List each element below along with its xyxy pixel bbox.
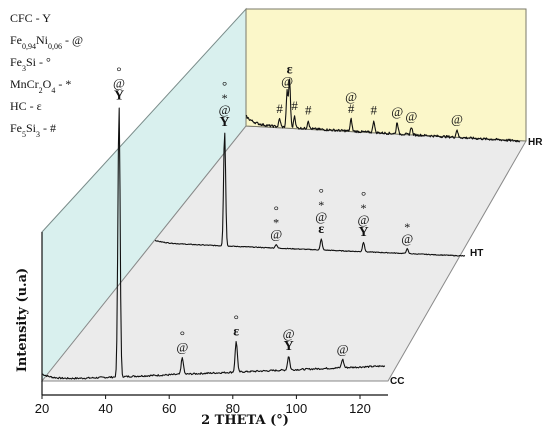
peak-marker: Y: [220, 115, 230, 130]
peak-marker: ε: [318, 222, 324, 237]
legend-text: 3: [22, 64, 26, 73]
legend-text: Fe: [10, 33, 22, 47]
series-label-hr: HR: [528, 137, 543, 148]
series-label-cc: CC: [390, 376, 404, 387]
peak-marker: #: [276, 101, 283, 116]
peak-marker: #: [371, 103, 378, 118]
x-tick-label: 60: [162, 401, 176, 416]
legend-entry: HC - ε: [10, 99, 42, 113]
legend-entry: Fe5Si3 - #: [10, 121, 56, 139]
x-tick-labels: 20 40 60 80 100 120: [35, 401, 371, 416]
peak-marker: @: [345, 89, 357, 104]
legend-text: - @: [62, 33, 83, 47]
peak-marker: @: [358, 212, 370, 227]
peak-marker: Y: [114, 88, 124, 103]
legend-text: 5: [22, 130, 26, 139]
peak-marker: *: [404, 220, 410, 234]
legend-text: 2: [39, 86, 43, 95]
peak-marker: °: [319, 185, 324, 200]
peak-marker: @: [176, 340, 188, 355]
series-line-cc: [41, 107, 386, 380]
legend-entry: Fe0,94Ni0,06 - @: [10, 33, 83, 51]
x-tick-label: 120: [349, 401, 371, 416]
x-tick-label: 40: [98, 401, 112, 416]
peak-marker: °: [116, 63, 121, 78]
x-axis-label: 2 THETA (°): [201, 413, 289, 428]
peak-marker: @: [337, 341, 349, 356]
peak-marker: @: [113, 75, 125, 90]
peak-marker: @: [315, 209, 327, 224]
peak-marker: ε: [233, 324, 239, 339]
peak-marker: °: [222, 78, 227, 93]
legend-entry: Fe3Si - °: [10, 55, 51, 73]
peak-marker: *: [361, 201, 367, 215]
y-axis-label: Intensity (u.a): [15, 268, 30, 372]
series-line-hr: [245, 78, 521, 143]
legend-text: - *: [55, 77, 71, 91]
peak-marker: °: [234, 311, 239, 326]
series-lines: [41, 78, 521, 380]
peak-marker: Y: [358, 225, 368, 240]
legend-text: HC - ε: [10, 99, 42, 113]
legend-text: O: [43, 77, 52, 91]
plot-panels: [40, 7, 527, 383]
legend-text: MnCr: [10, 77, 39, 91]
peak-marker: @: [270, 227, 282, 242]
legend-text: - #: [40, 121, 56, 135]
legend-text: Ni: [36, 33, 49, 47]
series-labels: CC HT HR: [390, 137, 543, 387]
legend-entry: MnCr2O4 - *: [10, 77, 71, 95]
axes: [41, 232, 388, 399]
peak-marker: @: [401, 231, 413, 246]
legend-text: Si - °: [26, 55, 51, 69]
legend-text: 0,06: [48, 42, 62, 51]
peak-marker: #: [291, 98, 298, 113]
legend-text: Fe: [10, 121, 22, 135]
peak-marker: #: [305, 103, 312, 118]
peak-marker: Y: [284, 339, 294, 354]
peak-marker: °: [180, 328, 185, 343]
legend-text: CFC - Y: [10, 11, 51, 25]
peak-marker: ε: [287, 63, 293, 78]
legend-text: Si: [26, 121, 37, 135]
peak-marker: *: [273, 216, 279, 230]
x-tick-label: 80: [226, 401, 240, 416]
x-tick-label: 20: [35, 401, 49, 416]
legend-text: 3: [36, 130, 40, 139]
peak-marker: *: [222, 91, 228, 105]
legend-text: 0,94: [22, 42, 36, 51]
peak-marker: *: [318, 198, 324, 212]
series-line-ht: [154, 132, 466, 257]
x-tick-label: 100: [286, 401, 308, 416]
legend-text: 4: [51, 86, 55, 95]
legend-text: Fe: [10, 55, 22, 69]
legend-entry: CFC - Y: [10, 11, 51, 25]
series-label-ht: HT: [470, 248, 483, 259]
peak-marker: #: [348, 101, 355, 116]
peak-markers: Y@°@° ε°Y@@Y@*°@*°ε@*°Y@*°@*#@ε# # #@# @ @ @: [113, 63, 463, 357]
peak-marker: @: [219, 102, 231, 117]
peak-marker: @: [405, 109, 417, 124]
peak-marker: °: [274, 203, 279, 218]
peak-marker: @: [283, 326, 295, 341]
peak-marker: @: [391, 104, 403, 119]
peak-marker: °: [361, 188, 366, 203]
peak-marker: @: [281, 73, 293, 88]
peak-marker: @: [451, 111, 463, 126]
